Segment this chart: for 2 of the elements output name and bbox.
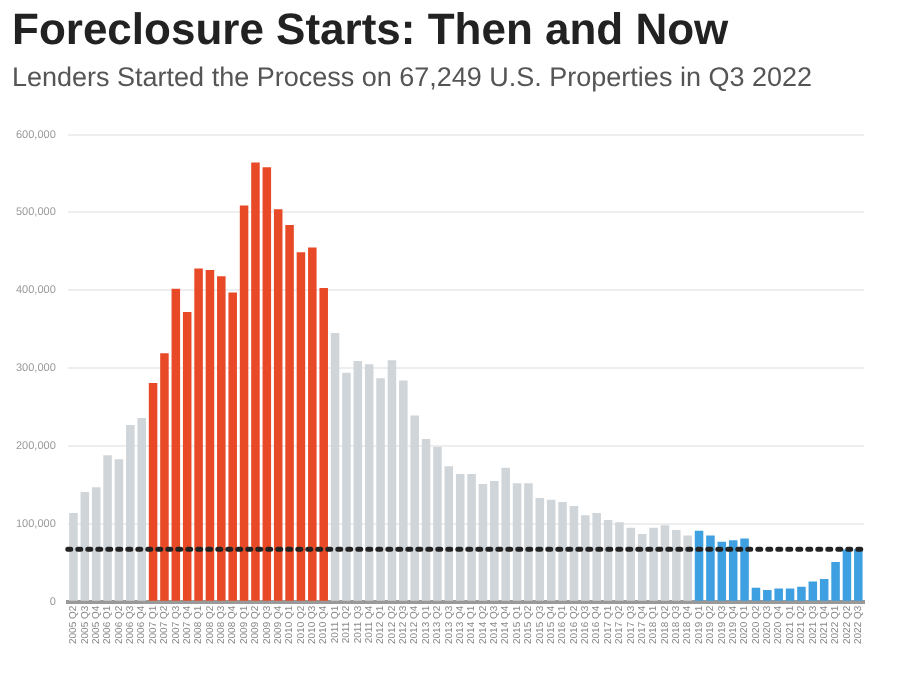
chart-title: Foreclosure Starts: Then and Now — [12, 4, 729, 56]
chart-subtitle: Lenders Started the Process on 67,249 U.S. Properties in Q3 2022 — [12, 62, 812, 92]
